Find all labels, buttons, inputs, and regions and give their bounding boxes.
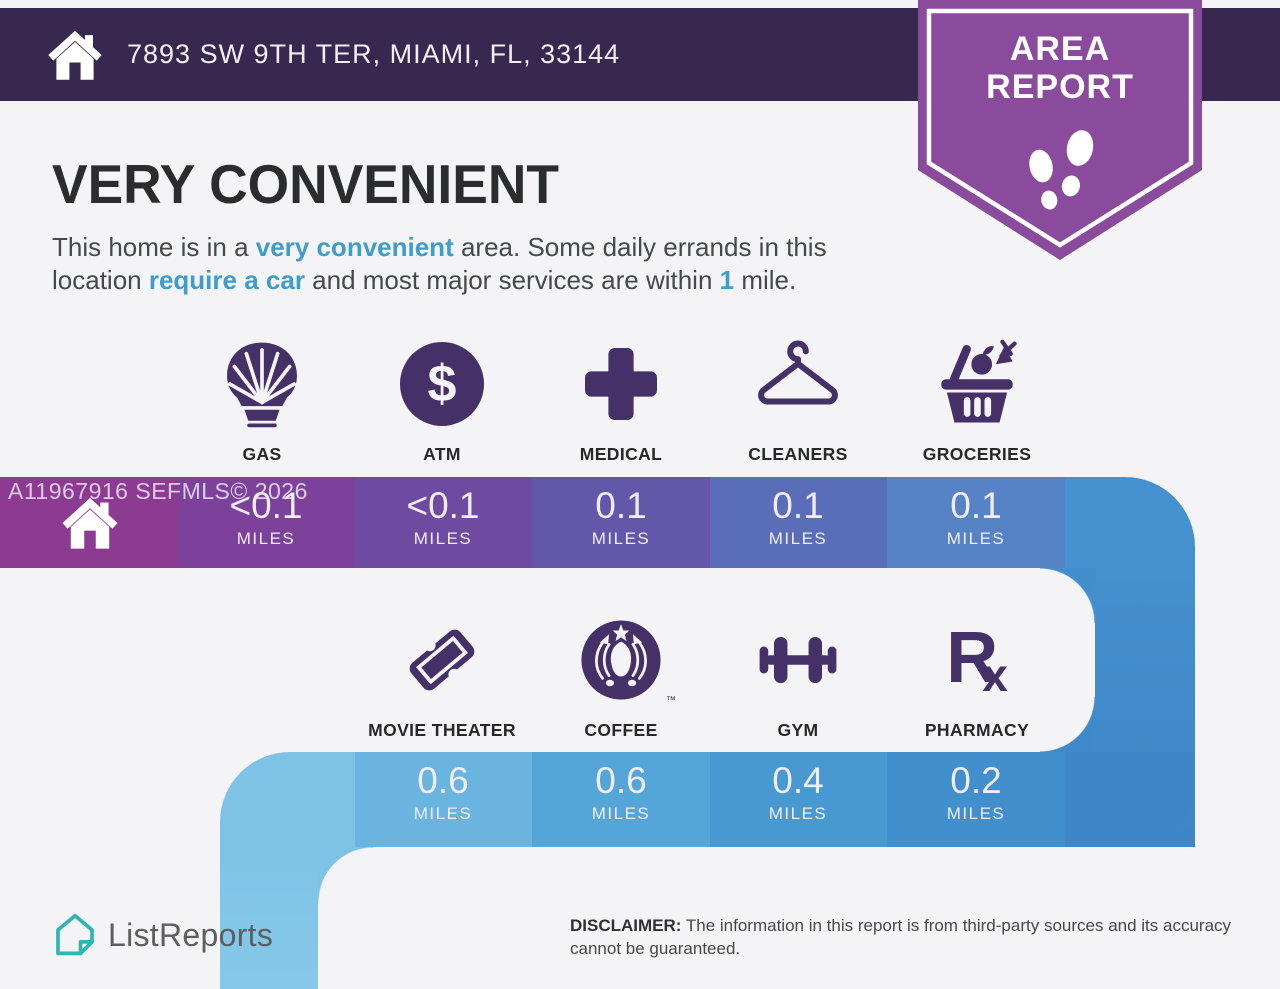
rx-icon: R x: [946, 622, 1008, 698]
amenity-gym: GYM: [703, 612, 893, 741]
distance-cell-pharmacy: 0.2 MILES: [891, 760, 1061, 824]
distance-cell-atm: <0.1 MILES: [358, 485, 528, 549]
distance-cell-movie-theater: 0.6 MILES: [358, 760, 528, 824]
amenity-label: GAS: [242, 444, 282, 464]
amenity-movie-theater: MOVIE THEATER: [347, 612, 537, 741]
rx-r-glyph: R: [946, 618, 999, 698]
summary-text: This home is in a: [52, 232, 256, 262]
amenity-coffee: ™ COFFEE: [526, 612, 716, 741]
rx-x-glyph: x: [982, 649, 1008, 701]
atm-dollar-icon: $: [400, 342, 484, 426]
corner-fillet: [318, 847, 373, 902]
property-address: 7893 SW 9TH TER, MIAMI, FL, 33144: [127, 39, 621, 69]
dumbbell-icon: [759, 636, 837, 684]
distance-unit: MILES: [591, 803, 651, 823]
disclaimer-label: DISCLAIMER:: [570, 916, 682, 935]
highlight-one: 1: [719, 265, 735, 296]
distance-value: <0.1: [229, 485, 303, 526]
ribbon-shape: [918, 0, 1202, 260]
distance-value: 0.6: [595, 760, 647, 801]
disclaimer: DISCLAIMER: The information in this repo…: [570, 915, 1238, 961]
page-title: VERY CONVENIENT: [52, 153, 559, 215]
dollar-glyph: $: [427, 355, 457, 413]
badge-title-line1: AREA: [1009, 30, 1111, 68]
trademark-glyph: ™: [666, 695, 676, 706]
route-band-vertical-left: [220, 847, 318, 989]
coffee-siren-icon: [581, 620, 661, 700]
amenity-label: GROCERIES: [922, 444, 1032, 464]
distance-cell-gym: 0.4 MILES: [713, 760, 883, 824]
distance-value: 0.6: [417, 760, 469, 801]
corner-fillet: [1040, 697, 1095, 752]
amenity-label: MEDICAL: [579, 444, 663, 464]
summary-paragraph: This home is in a very convenient area. …: [52, 231, 908, 298]
distance-value: 0.1: [950, 485, 1002, 526]
distance-cell-cleaners: 0.1 MILES: [713, 485, 883, 549]
amenity-label: CLEANERS: [748, 444, 848, 464]
distance-value: 0.4: [772, 760, 824, 801]
home-icon: [48, 30, 102, 80]
route-band-row1: [0, 477, 1195, 568]
amenity-groceries: GROCERIES: [882, 336, 1072, 465]
distance-value: <0.1: [406, 485, 480, 526]
medical-cross-icon: [585, 348, 657, 420]
distance-cell-medical: 0.1 MILES: [536, 485, 706, 549]
summary-text: mile.: [734, 265, 797, 296]
distance-value: 0.2: [950, 760, 1002, 801]
amenity-pharmacy: R x PHARMACY: [882, 612, 1072, 741]
amenity-label: GYM: [777, 720, 819, 740]
amenity-label: COFFEE: [584, 720, 658, 740]
summary-text: area. Some daily errands in this locatio…: [52, 232, 827, 296]
distance-unit: MILES: [768, 803, 828, 823]
distance-unit: MILES: [236, 528, 296, 548]
distance-unit: MILES: [413, 803, 473, 823]
highlight-very-convenient: very convenient: [255, 232, 454, 262]
amenity-gas: GAS: [167, 336, 357, 465]
grocery-basket-icon: [941, 339, 1017, 423]
hanger-icon: [758, 340, 838, 405]
badge-title-line2: REPORT: [986, 68, 1134, 106]
home-icon-band: [62, 498, 118, 549]
distance-unit: MILES: [768, 528, 828, 548]
highlight-require-a-car: require a car: [148, 265, 305, 296]
amenity-label: MOVIE THEATER: [368, 720, 516, 740]
distance-unit: MILES: [946, 528, 1006, 548]
amenity-label: PHARMACY: [924, 720, 1030, 740]
amenity-cleaners: CLEANERS: [703, 336, 893, 465]
distance-cell-gas: <0.1 MILES: [181, 485, 351, 549]
distance-value: 0.1: [772, 485, 824, 526]
distance-unit: MILES: [413, 528, 473, 548]
area-report-badge: AREA REPORT: [918, 0, 1202, 260]
distance-value: 0.1: [595, 485, 647, 526]
movie-ticket-icon: [409, 629, 475, 691]
distance-unit: MILES: [946, 803, 1006, 823]
shell-gas-icon: [227, 342, 297, 428]
route-band-row2: [220, 752, 1195, 847]
disclaimer-text: The information in this report is from t…: [570, 916, 1232, 958]
amenity-label: ATM: [423, 444, 461, 464]
footprints-icon: [1029, 130, 1094, 210]
listreports-logo-icon: [56, 913, 94, 956]
distance-unit: MILES: [591, 528, 651, 548]
amenity-medical: MEDICAL: [526, 336, 716, 465]
corner-fillet: [1040, 568, 1095, 623]
brand-name: ListReports: [108, 916, 274, 953]
mls-watermark: A11967916 SEFMLS© 2026: [8, 478, 308, 504]
summary-text: and most major services are within: [304, 265, 720, 296]
distance-cell-groceries: 0.1 MILES: [891, 485, 1061, 549]
distance-cell-coffee: 0.6 MILES: [536, 760, 706, 824]
amenity-atm: $ ATM: [347, 336, 537, 465]
listreports-logo: ListReports: [52, 912, 273, 958]
